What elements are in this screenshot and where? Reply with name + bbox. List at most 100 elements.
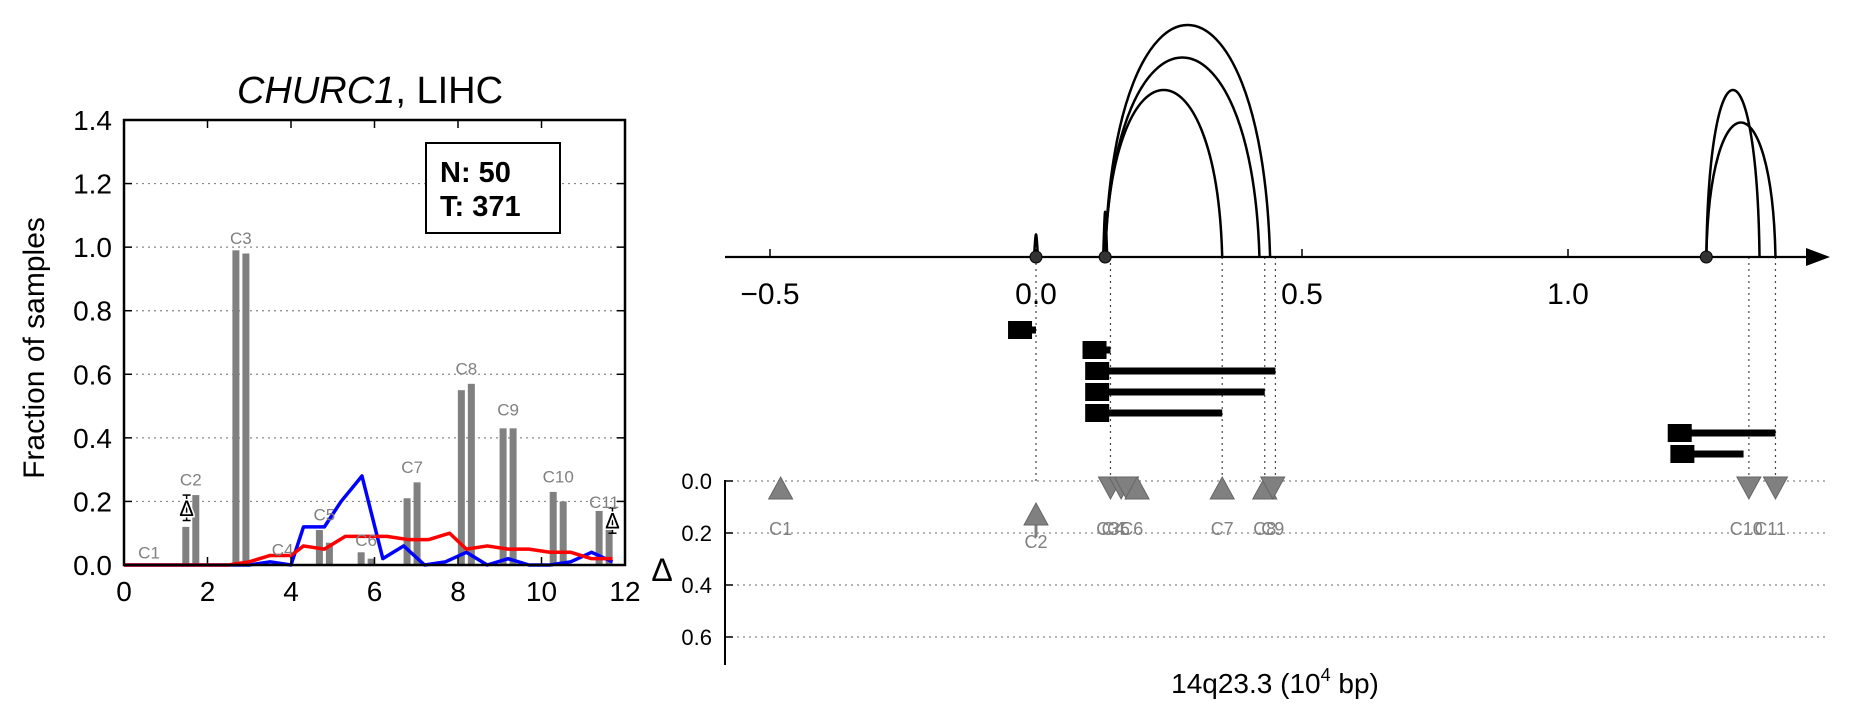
- marker-C11: [1762, 476, 1789, 501]
- transcript-box-2: [1085, 362, 1110, 380]
- y-tick-label: 1.0: [73, 232, 112, 263]
- junction-point-0: [1029, 250, 1043, 264]
- bar-label-C2: C2: [180, 471, 202, 490]
- junction-arc-1: [1103, 56, 1261, 258]
- marker-label-C10: C10: [1730, 519, 1763, 539]
- junction-points: [1029, 250, 1713, 264]
- genome-tick-label: 0.5: [1281, 278, 1323, 311]
- bar-normal-C3: [232, 250, 240, 566]
- bar-tumor-C2: [192, 495, 200, 565]
- bar-normal-C7: [403, 498, 411, 565]
- x-tick-label: 10: [526, 576, 557, 607]
- junction-spike-0: [1032, 233, 1040, 258]
- bar-label-C3: C3: [230, 229, 252, 248]
- bar-normal-C9: [499, 428, 507, 565]
- left-bars: [182, 250, 613, 566]
- bar-label-C6: C6: [355, 531, 377, 550]
- transcripts: [1008, 321, 1776, 463]
- marker-C1: [767, 475, 794, 500]
- legend-box: N: 50 T: 371: [425, 142, 561, 234]
- delta-mark-0: Δ: [179, 496, 194, 521]
- bar-normal-C6: [357, 552, 365, 565]
- left-y-axis-label: Fraction of samples: [18, 217, 51, 479]
- x-tick-label: 12: [609, 576, 640, 607]
- marker-C7: [1209, 475, 1236, 500]
- xlabel-main: 14q23.3 (10: [1171, 668, 1320, 699]
- marker-label-C6: C6: [1120, 519, 1143, 539]
- bar-label-C7: C7: [401, 458, 423, 477]
- delta-tick-label: 0.4: [681, 573, 712, 598]
- marker-label-C11: C11: [1754, 519, 1786, 539]
- bar-label-C5: C5: [314, 506, 336, 525]
- x-tick-label: 6: [367, 576, 383, 607]
- marker-label-C9: C9: [1261, 519, 1284, 539]
- bar-label-C10: C10: [543, 467, 574, 486]
- legend-t-label: T: 371: [440, 191, 521, 223]
- delta-gridlines: [725, 480, 1829, 638]
- bar-tumor-C5: [325, 542, 333, 565]
- x-tick-label: 0: [116, 576, 132, 607]
- x-tick-label: 2: [200, 576, 216, 607]
- transcript-box-6: [1670, 445, 1695, 463]
- marker-C9: [1259, 476, 1286, 501]
- junction-spike-1: [1101, 210, 1109, 258]
- bar-normal-C11: [595, 510, 603, 565]
- y-tick-label: 0.0: [73, 550, 112, 581]
- y-tick-label: 1.4: [73, 105, 112, 136]
- junction-arc-2: [1103, 88, 1224, 258]
- right-genomic-diagram: −0.5 0.0 0.5 1.0 Δ 0.00.20.40.6 C1C2C3C4C5C…: [651, 23, 1830, 699]
- bar-tumor-C3: [242, 253, 250, 565]
- bar-tumor-C11: [605, 530, 613, 565]
- junction-spikes: [1032, 210, 1109, 258]
- y-tick-label: 0.2: [73, 486, 112, 517]
- delta-y-ticks: 0.0 0.2 0.4 0.6: [681, 469, 733, 650]
- x-tick-label: 4: [283, 576, 299, 607]
- dotted-guide-lines: [1035, 257, 1777, 481]
- left-bar-chart: CHURC1, LIHC Fraction of samples ΔΔ C1C2…: [18, 70, 641, 607]
- junction-arc-3: [1705, 89, 1761, 258]
- delta-axis-label: Δ: [651, 552, 672, 588]
- marker-label-C1: C1: [769, 519, 792, 539]
- bar-label-C4: C4: [272, 540, 294, 559]
- marker-label-C2: C2: [1024, 532, 1047, 552]
- transcript-box-5: [1667, 424, 1692, 442]
- bar-tumor-C9: [509, 428, 517, 565]
- marker-C10: [1736, 476, 1762, 501]
- genome-axis-arrow-icon: [1806, 248, 1830, 266]
- junction-arc-0: [1103, 23, 1272, 258]
- marker-label-C4: C4: [1102, 519, 1125, 539]
- xlabel-exponent: 4: [1321, 665, 1331, 685]
- y-tick-label: 0.6: [73, 359, 112, 390]
- delta-tick-label: 0.0: [681, 469, 712, 494]
- delta-tick-label: 0.2: [681, 521, 712, 546]
- y-tick-label: 0.4: [73, 423, 112, 454]
- marker-label-C8: C8: [1253, 519, 1276, 539]
- delta-mark-1: Δ: [605, 509, 620, 534]
- left-x-ticks: 0 2 4 6 8 10 12: [116, 120, 641, 607]
- bar-label-C8: C8: [455, 359, 477, 378]
- genome-x-axis-label: 14q23.3 (104 bp): [1171, 665, 1379, 699]
- transcript-box-4: [1085, 404, 1110, 422]
- marker-C6: [1124, 475, 1150, 500]
- junction-arc-4: [1705, 121, 1777, 258]
- junction-point-2: [1699, 250, 1713, 264]
- title-rest: , LIHC: [395, 70, 503, 112]
- left-y-ticks: 0.0 0.2 0.4 0.6 0.8 1.0 1.2 1.4: [73, 105, 625, 581]
- genome-tick-label: 0.0: [1015, 278, 1057, 311]
- bar-normal-C10: [549, 491, 557, 565]
- legend-frame: [425, 142, 561, 234]
- y-tick-label: 0.8: [73, 296, 112, 327]
- bar-tumor-C8: [467, 383, 475, 565]
- x-tick-label: 8: [450, 576, 466, 607]
- bar-tumor-C7: [413, 482, 421, 565]
- junction-arcs: [1103, 23, 1777, 258]
- cluster-markers: [767, 475, 1789, 537]
- genome-tick-label: 1.0: [1547, 278, 1589, 311]
- bar-label-C11: C11: [589, 493, 619, 512]
- y-tick-label: 1.2: [73, 169, 112, 200]
- junction-point-1: [1098, 250, 1112, 264]
- transcript-box-0: [1008, 321, 1033, 339]
- bar-tumor-C10: [559, 501, 567, 565]
